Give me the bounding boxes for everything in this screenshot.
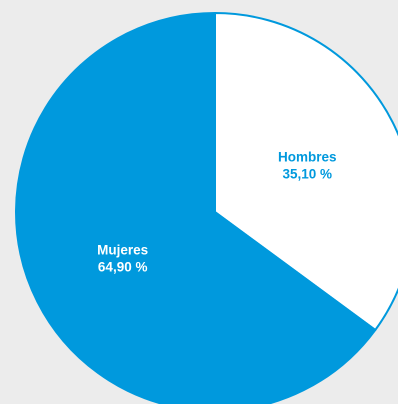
slice-name-mujeres: Mujeres bbox=[97, 243, 148, 258]
pie-labels: Hombres 35,10 % Mujeres 64,90 % bbox=[97, 149, 336, 274]
slice-value-mujeres: 64,90 % bbox=[98, 260, 148, 275]
slice-name-hombres: Hombres bbox=[278, 149, 337, 164]
slice-value-hombres: 35,10 % bbox=[283, 166, 333, 181]
pie-slice-mujeres bbox=[15, 12, 377, 404]
pie-slice-hombres bbox=[214, 12, 398, 331]
slice-label-mujeres: Mujeres 64,90 % bbox=[97, 243, 148, 275]
pie-slices bbox=[15, 12, 398, 404]
slice-label-hombres: Hombres 35,10 % bbox=[278, 149, 337, 181]
